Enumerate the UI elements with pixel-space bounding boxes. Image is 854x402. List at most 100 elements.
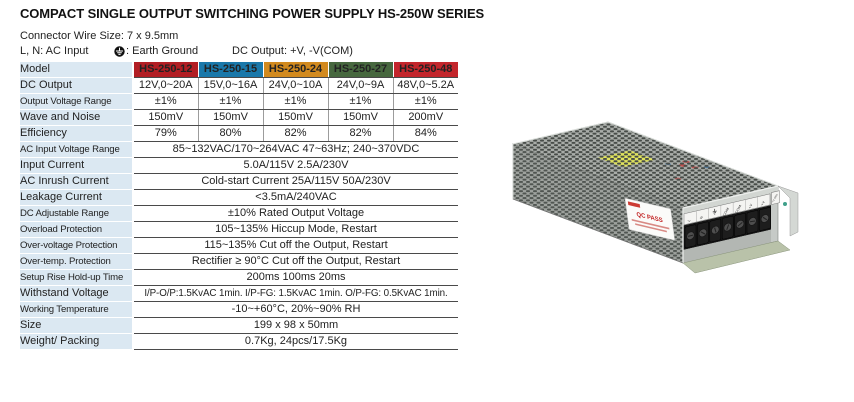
spec-value: 82% bbox=[262, 125, 328, 142]
spec-row: Setup Rise Hold-up Time 200ms 100ms 20ms bbox=[20, 269, 458, 286]
power-supply-illustration: QC PASS L N COM COM +V +V +V ADJ bbox=[511, 121, 799, 274]
spec-row: AC Input Voltage Range 85~132VAC/170~264V… bbox=[20, 141, 458, 158]
spec-value: 150mV bbox=[327, 109, 393, 126]
spec-value: ±1% bbox=[197, 93, 263, 110]
spec-span-value: 200ms 100ms 20ms bbox=[133, 269, 458, 286]
spec-value: ±1% bbox=[262, 93, 328, 110]
spec-span-value: <3.5mA/240VAC bbox=[133, 189, 458, 206]
spec-table: Model HS-250-12 HS-250-15 HS-250-24 HS-250-2… bbox=[20, 62, 458, 350]
spec-row: Weight/ Packing 0.7Kg, 24pcs/17.5Kg bbox=[20, 333, 458, 350]
spec-span-value: 0.7Kg, 24pcs/17.5Kg bbox=[133, 333, 458, 350]
spec-label: Size bbox=[20, 317, 134, 334]
spec-row: Leakage Current <3.5mA/240VAC bbox=[20, 189, 458, 206]
spec-value: 150mV bbox=[133, 109, 198, 126]
page-title: COMPACT SINGLE OUTPUT SWITCHING POWER SU… bbox=[20, 6, 485, 21]
spec-value: 12V,0~20A bbox=[133, 77, 198, 94]
chassis-base-front bbox=[683, 229, 771, 263]
spec-row: AC Inrush Current Cold-start Current 25A/… bbox=[20, 173, 458, 190]
earth-ground-icon bbox=[114, 45, 125, 57]
spec-label: Setup Rise Hold-up Time bbox=[20, 269, 134, 286]
spec-value: 79% bbox=[133, 125, 198, 142]
spec-label: Working Temperature bbox=[20, 301, 134, 318]
spec-row: Over-voltage Protection 115~135% Cut off … bbox=[20, 237, 458, 254]
terminal-screws bbox=[684, 207, 771, 248]
spec-span-value: 115~135% Cut off the Output, Restart bbox=[133, 237, 458, 254]
spec-label: Output Voltage Range bbox=[20, 93, 134, 110]
spec-row: Efficiency 79% 80% 82% 82% 84% bbox=[20, 125, 458, 142]
terminal-label: +V bbox=[760, 200, 766, 206]
terminal-ground-symbol bbox=[712, 208, 717, 215]
ac-input-legend: L, N: AC Input bbox=[20, 45, 89, 57]
spec-row: Wave and Noise 150mV 150mV 150mV 150mV 200mV bbox=[20, 109, 458, 126]
spec-span-value: Rectifier ≥ 90°C Cut off the Output, Res… bbox=[133, 253, 458, 270]
spec-label: Leakage Current bbox=[20, 189, 134, 206]
spec-value: 82% bbox=[327, 125, 393, 142]
spec-span-value: 199 x 98 x 50mm bbox=[133, 317, 458, 334]
spec-value: ±1% bbox=[133, 93, 198, 110]
spec-label: Wave and Noise bbox=[20, 109, 134, 126]
terminal-label-strip bbox=[683, 193, 771, 226]
spec-value: 24V,0~10A bbox=[262, 77, 328, 94]
mounting-bracket bbox=[777, 185, 799, 237]
terminal-labels: L N COM COM +V +V bbox=[687, 200, 766, 222]
terminal-label: +V bbox=[748, 203, 754, 209]
spec-row: Over-temp. Protection Rectifier ≥ 90°C Cu… bbox=[20, 253, 458, 270]
sticker-logo bbox=[627, 201, 641, 208]
spec-label: Overload Protection bbox=[20, 221, 134, 238]
spec-label: Over-voltage Protection bbox=[20, 237, 134, 254]
spec-row: DC Adjustable Range ±10% Rated Output Vol… bbox=[20, 205, 458, 222]
spec-value: 48V,0~5.2A bbox=[392, 77, 458, 94]
spec-label: Input Current bbox=[20, 157, 134, 174]
model-header: HS-250-27 bbox=[327, 62, 393, 78]
spec-label: Efficiency bbox=[20, 125, 134, 142]
model-header: HS-250-15 bbox=[197, 62, 263, 78]
spec-span-value: I/P-O/P:1.5KvAC 1min. I/P-FG: 1.5KvAC 1m… bbox=[133, 285, 458, 302]
voltage-adjust-label-plate bbox=[771, 190, 780, 205]
terminal-legend: L, N: AC Input : Earth Ground DC Output:… bbox=[20, 45, 480, 59]
model-header: HS-250-24 bbox=[262, 62, 328, 78]
dc-output-legend: DC Output: +V, -V(COM) bbox=[232, 45, 353, 57]
terminal-label: L bbox=[687, 219, 691, 222]
spec-row: Working Temperature -10~+60°C, 20%~90% RH bbox=[20, 301, 458, 318]
spec-label: Over-temp. Protection bbox=[20, 253, 134, 270]
model-header: HS-250-12 bbox=[132, 62, 198, 78]
spec-label: AC Inrush Current bbox=[20, 173, 134, 190]
terminal-label: COM bbox=[722, 207, 730, 216]
pcb-edge bbox=[682, 240, 791, 274]
qc-pass-sticker: QC PASS bbox=[624, 198, 675, 241]
connector-wire-size-note: Connector Wire Size: 7 x 9.5mm bbox=[20, 30, 179, 42]
spec-row: Overload Protection 105~135% Hiccup Mode,… bbox=[20, 221, 458, 238]
spec-span-value: 85~132VAC/170~264VAC 47~63Hz; 240~370VDC bbox=[133, 141, 458, 158]
terminal-label: COM bbox=[735, 204, 743, 213]
green-component bbox=[783, 202, 787, 206]
spec-row: Size 199 x 98 x 50mm bbox=[20, 317, 458, 334]
terminal-label: N bbox=[699, 215, 704, 219]
spec-value: 84% bbox=[392, 125, 458, 142]
side-mesh bbox=[513, 144, 683, 263]
model-header: HS-250-48 bbox=[392, 62, 458, 78]
spec-value: 150mV bbox=[262, 109, 328, 126]
earth-ground-legend: : Earth Ground bbox=[114, 45, 198, 57]
spec-label: AC Input Voltage Range bbox=[20, 141, 134, 158]
spec-span-value: 5.0A/115V 2.5A/230V bbox=[133, 157, 458, 174]
spec-label: Withstand Voltage bbox=[20, 285, 134, 302]
spec-value: 80% bbox=[197, 125, 263, 142]
spec-value: 150mV bbox=[197, 109, 263, 126]
spec-label: DC Adjustable Range bbox=[20, 205, 134, 222]
spec-row: DC Output 12V,0~20A 15V,0~16A 24V,0~10A 24V,… bbox=[20, 77, 458, 94]
spec-value: 24V,0~9A bbox=[327, 77, 393, 94]
product-photo: QC PASS L N COM COM +V +V +V ADJ bbox=[498, 112, 850, 308]
voltage-adjust-label: +V ADJ bbox=[771, 193, 779, 203]
spec-label: DC Output bbox=[20, 77, 134, 94]
spec-span-value: Cold-start Current 25A/115V 50A/230V bbox=[133, 173, 458, 190]
spec-row: Input Current 5.0A/115V 2.5A/230V bbox=[20, 157, 458, 174]
spec-value: 15V,0~16A bbox=[197, 77, 263, 94]
top-mesh bbox=[513, 122, 778, 208]
spec-row: Withstand Voltage I/P-O/P:1.5KvAC 1min. I… bbox=[20, 285, 458, 302]
spec-row-model: Model HS-250-12 HS-250-15 HS-250-24 HS-250-2… bbox=[20, 62, 458, 78]
spec-span-value: ±10% Rated Output Voltage bbox=[133, 205, 458, 222]
earth-ground-label: : Earth Ground bbox=[126, 45, 199, 57]
spec-value: ±1% bbox=[327, 93, 393, 110]
spec-value: 200mV bbox=[392, 109, 458, 126]
